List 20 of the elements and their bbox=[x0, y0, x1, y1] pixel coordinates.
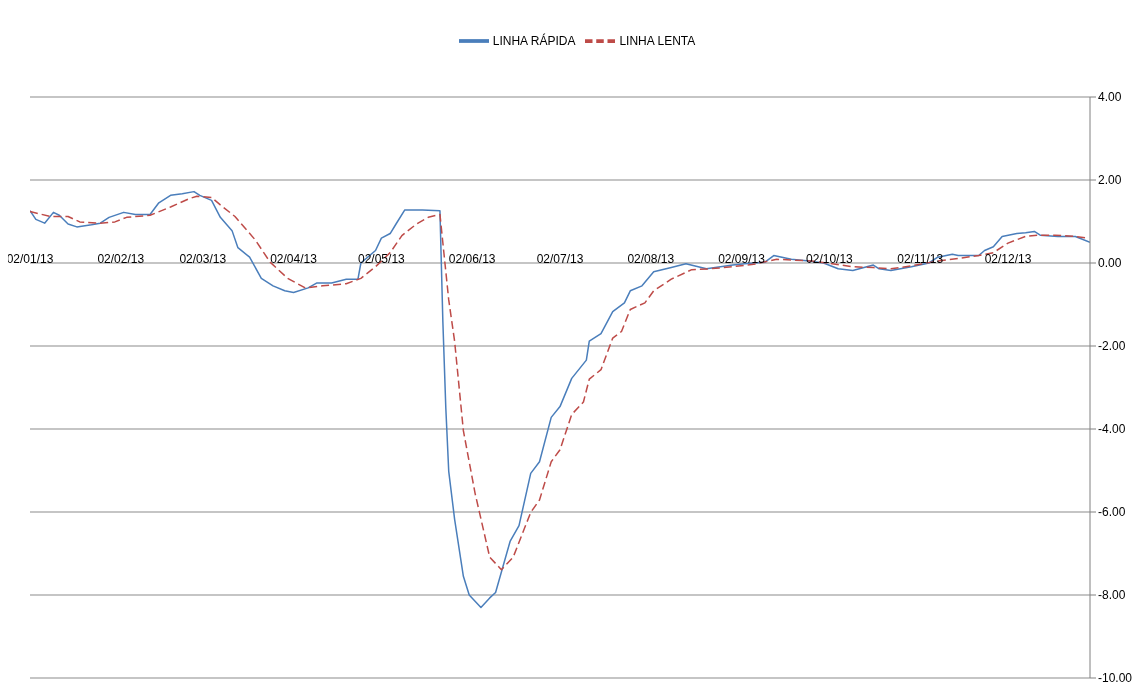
x-tick-label: 02/01/13 bbox=[6, 251, 54, 266]
x-tick-label: 02/08/13 bbox=[627, 251, 675, 266]
x-tick-label: 02/02/13 bbox=[97, 251, 145, 266]
x-tick-label: 02/07/13 bbox=[536, 251, 584, 266]
x-tick-label: 02/09/13 bbox=[718, 251, 766, 266]
x-tick-label: 02/10/13 bbox=[806, 251, 854, 266]
y-tick-label: 0.00 bbox=[1098, 256, 1122, 271]
legend-label: LINHA LENTA bbox=[619, 34, 696, 49]
x-tick-label: 02/03/13 bbox=[179, 251, 227, 266]
y-tick-label: -4.00 bbox=[1098, 422, 1126, 437]
y-tick-label: -6.00 bbox=[1098, 505, 1126, 520]
y-tick-label: -2.00 bbox=[1098, 339, 1126, 354]
y-tick-label: 4.00 bbox=[1098, 90, 1122, 105]
y-tick-label: 2.00 bbox=[1098, 173, 1122, 188]
legend-label: LINHA RÁPIDA bbox=[492, 34, 576, 49]
y-tick-label: -8.00 bbox=[1098, 588, 1126, 603]
y-tick-label: -10.00 bbox=[1098, 671, 1133, 686]
x-tick-label: 02/06/13 bbox=[448, 251, 496, 266]
x-tick-label: 02/12/13 bbox=[984, 251, 1032, 266]
x-tick-label: 02/04/13 bbox=[270, 251, 318, 266]
